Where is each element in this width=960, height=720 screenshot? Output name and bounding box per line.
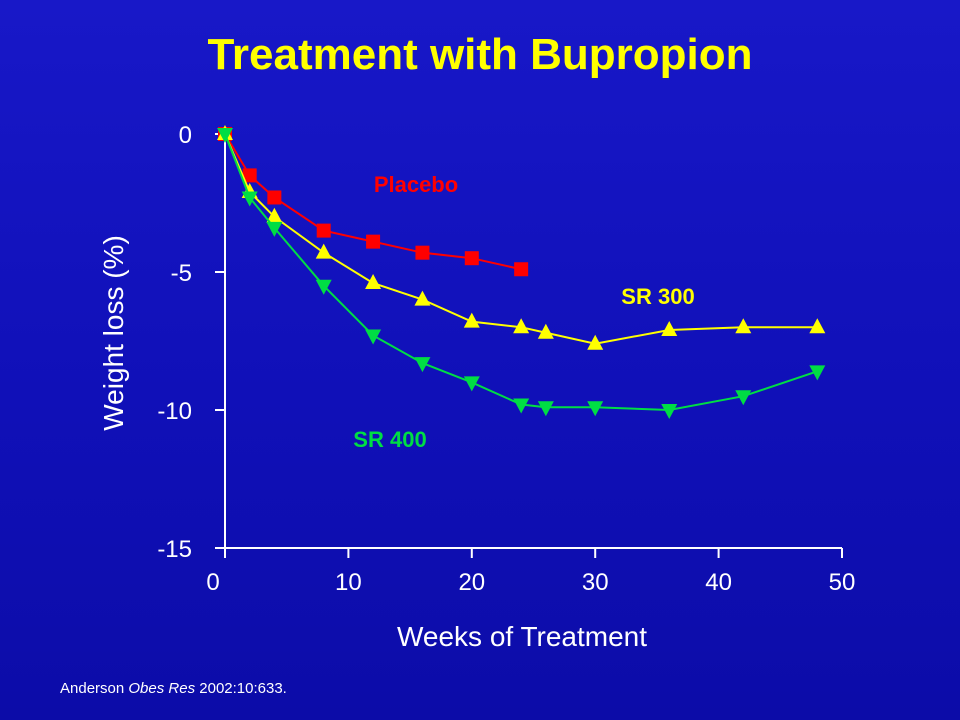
data-point-placebo [415, 245, 430, 260]
data-point-sr-400 [266, 221, 283, 237]
data-point-sr-400 [315, 279, 332, 295]
series-label-placebo: Placebo [374, 172, 458, 197]
data-point-sr-300 [537, 323, 554, 339]
citation-journal: Obes Res [128, 680, 196, 697]
y-tick-label: -10 [157, 398, 192, 425]
y-tick-label: -5 [171, 260, 192, 287]
data-point-placebo [267, 190, 282, 205]
x-tick-label: 40 [705, 569, 732, 596]
data-point-sr-400 [537, 401, 554, 417]
citation: Anderson Obes Res 2002:10:633. [60, 680, 287, 697]
data-point-sr-400 [463, 376, 480, 392]
series-label-sr-400: SR 400 [353, 427, 426, 452]
data-point-sr-300 [463, 312, 480, 328]
chart-title: Treatment with Bupropion [207, 30, 753, 79]
citation-reference: 2002:10:633. [195, 680, 287, 697]
x-tick-label: 20 [458, 569, 485, 596]
data-point-placebo [316, 223, 331, 238]
data-point-sr-400 [241, 191, 258, 207]
data-point-sr-400 [513, 398, 530, 414]
data-point-placebo [366, 234, 381, 249]
x-tick-label: 10 [335, 569, 362, 596]
data-point-sr-300 [266, 207, 283, 223]
data-point-sr-300 [315, 243, 332, 259]
series-line-sr-300 [224, 133, 818, 345]
data-point-sr-300 [661, 320, 678, 336]
y-tick-label: 0 [179, 122, 192, 149]
data-point-sr-400 [735, 390, 752, 406]
data-point-placebo [242, 168, 257, 183]
data-point-sr-400 [365, 329, 382, 345]
x-axis-label: Weeks of Treatment [397, 621, 647, 652]
data-point-placebo [464, 251, 479, 266]
data-point-sr-300 [414, 290, 431, 306]
data-point-sr-300 [809, 318, 826, 334]
data-point-sr-300 [513, 318, 530, 334]
data-point-sr-400 [587, 401, 604, 417]
x-tick-label: 50 [829, 569, 856, 596]
data-point-placebo [514, 262, 529, 277]
data-point-sr-300 [735, 318, 752, 334]
data-point-sr-300 [365, 274, 382, 290]
y-axis-label: Weight loss (%) [98, 235, 129, 431]
data-point-sr-400 [414, 357, 431, 373]
y-tick-label: -15 [157, 536, 192, 563]
data-point-sr-400 [217, 128, 233, 143]
data-point-sr-400 [661, 404, 678, 419]
series-label-sr-300: SR 300 [621, 284, 694, 309]
citation-author: Anderson [60, 680, 129, 697]
data-point-sr-300 [587, 334, 604, 350]
x-tick-label: 30 [582, 569, 609, 596]
data-point-sr-400 [809, 365, 826, 381]
x-tick-label: 0 [206, 569, 219, 596]
